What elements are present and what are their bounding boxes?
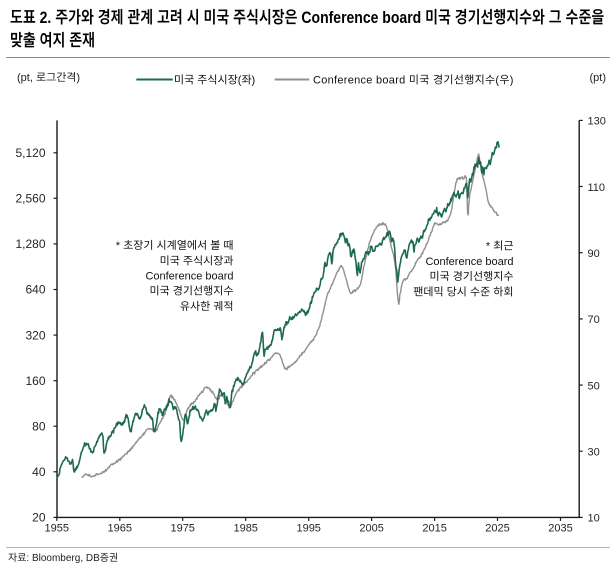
svg-text:20: 20 — [32, 509, 46, 526]
svg-text:1965: 1965 — [108, 519, 132, 535]
svg-text:2005: 2005 — [359, 519, 383, 535]
svg-text:미국 경기선행지수: 미국 경기선행지수 — [149, 283, 233, 299]
svg-text:1,280: 1,280 — [15, 235, 45, 252]
svg-text:1995: 1995 — [296, 519, 320, 535]
svg-text:30: 30 — [588, 444, 600, 460]
svg-text:80: 80 — [32, 417, 46, 434]
svg-text:* 최근: * 최근 — [486, 237, 514, 253]
svg-text:Conference board: Conference board — [145, 268, 233, 284]
svg-text:(pt): (pt) — [590, 69, 607, 85]
svg-text:2035: 2035 — [548, 519, 572, 535]
svg-text:1955: 1955 — [45, 519, 69, 535]
svg-text:5,120: 5,120 — [15, 144, 45, 161]
svg-text:640: 640 — [25, 281, 45, 298]
svg-text:Conference board: Conference board — [425, 253, 513, 269]
svg-text:1985: 1985 — [233, 519, 257, 535]
svg-text:1975: 1975 — [170, 519, 194, 535]
svg-text:130: 130 — [588, 113, 606, 129]
svg-text:40: 40 — [32, 463, 46, 480]
svg-text:50: 50 — [588, 377, 600, 393]
svg-text:160: 160 — [25, 372, 45, 389]
svg-text:90: 90 — [588, 245, 600, 261]
svg-text:(pt, 로그간격): (pt, 로그간격) — [17, 69, 80, 85]
svg-text:70: 70 — [588, 311, 600, 327]
svg-text:미국 주식시장(좌): 미국 주식시장(좌) — [174, 71, 255, 87]
svg-text:2015: 2015 — [422, 519, 446, 535]
svg-text:* 초장기 시계열에서 볼 때: * 초장기 시계열에서 볼 때 — [116, 237, 234, 253]
svg-text:유사한 궤적: 유사한 궤적 — [180, 298, 234, 314]
svg-text:팬데믹 당시 수준 하회: 팬데믹 당시 수준 하회 — [413, 284, 513, 300]
svg-text:10: 10 — [588, 510, 600, 526]
svg-text:110: 110 — [588, 179, 606, 195]
svg-text:320: 320 — [25, 326, 45, 343]
svg-text:2025: 2025 — [485, 519, 509, 535]
svg-text:미국 주식시장과: 미국 주식시장과 — [160, 252, 234, 268]
svg-text:미국 경기선행지수: 미국 경기선행지수 — [429, 268, 513, 284]
svg-text:Conference board 미국 경기선행지수(우): Conference board 미국 경기선행지수(우) — [313, 71, 514, 87]
svg-text:2,560: 2,560 — [15, 190, 45, 207]
